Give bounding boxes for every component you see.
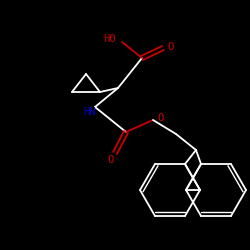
Text: O: O: [167, 42, 173, 52]
Text: HN: HN: [84, 107, 96, 117]
Text: HO: HO: [104, 34, 116, 44]
Text: O: O: [108, 155, 114, 165]
Text: O: O: [157, 113, 163, 123]
